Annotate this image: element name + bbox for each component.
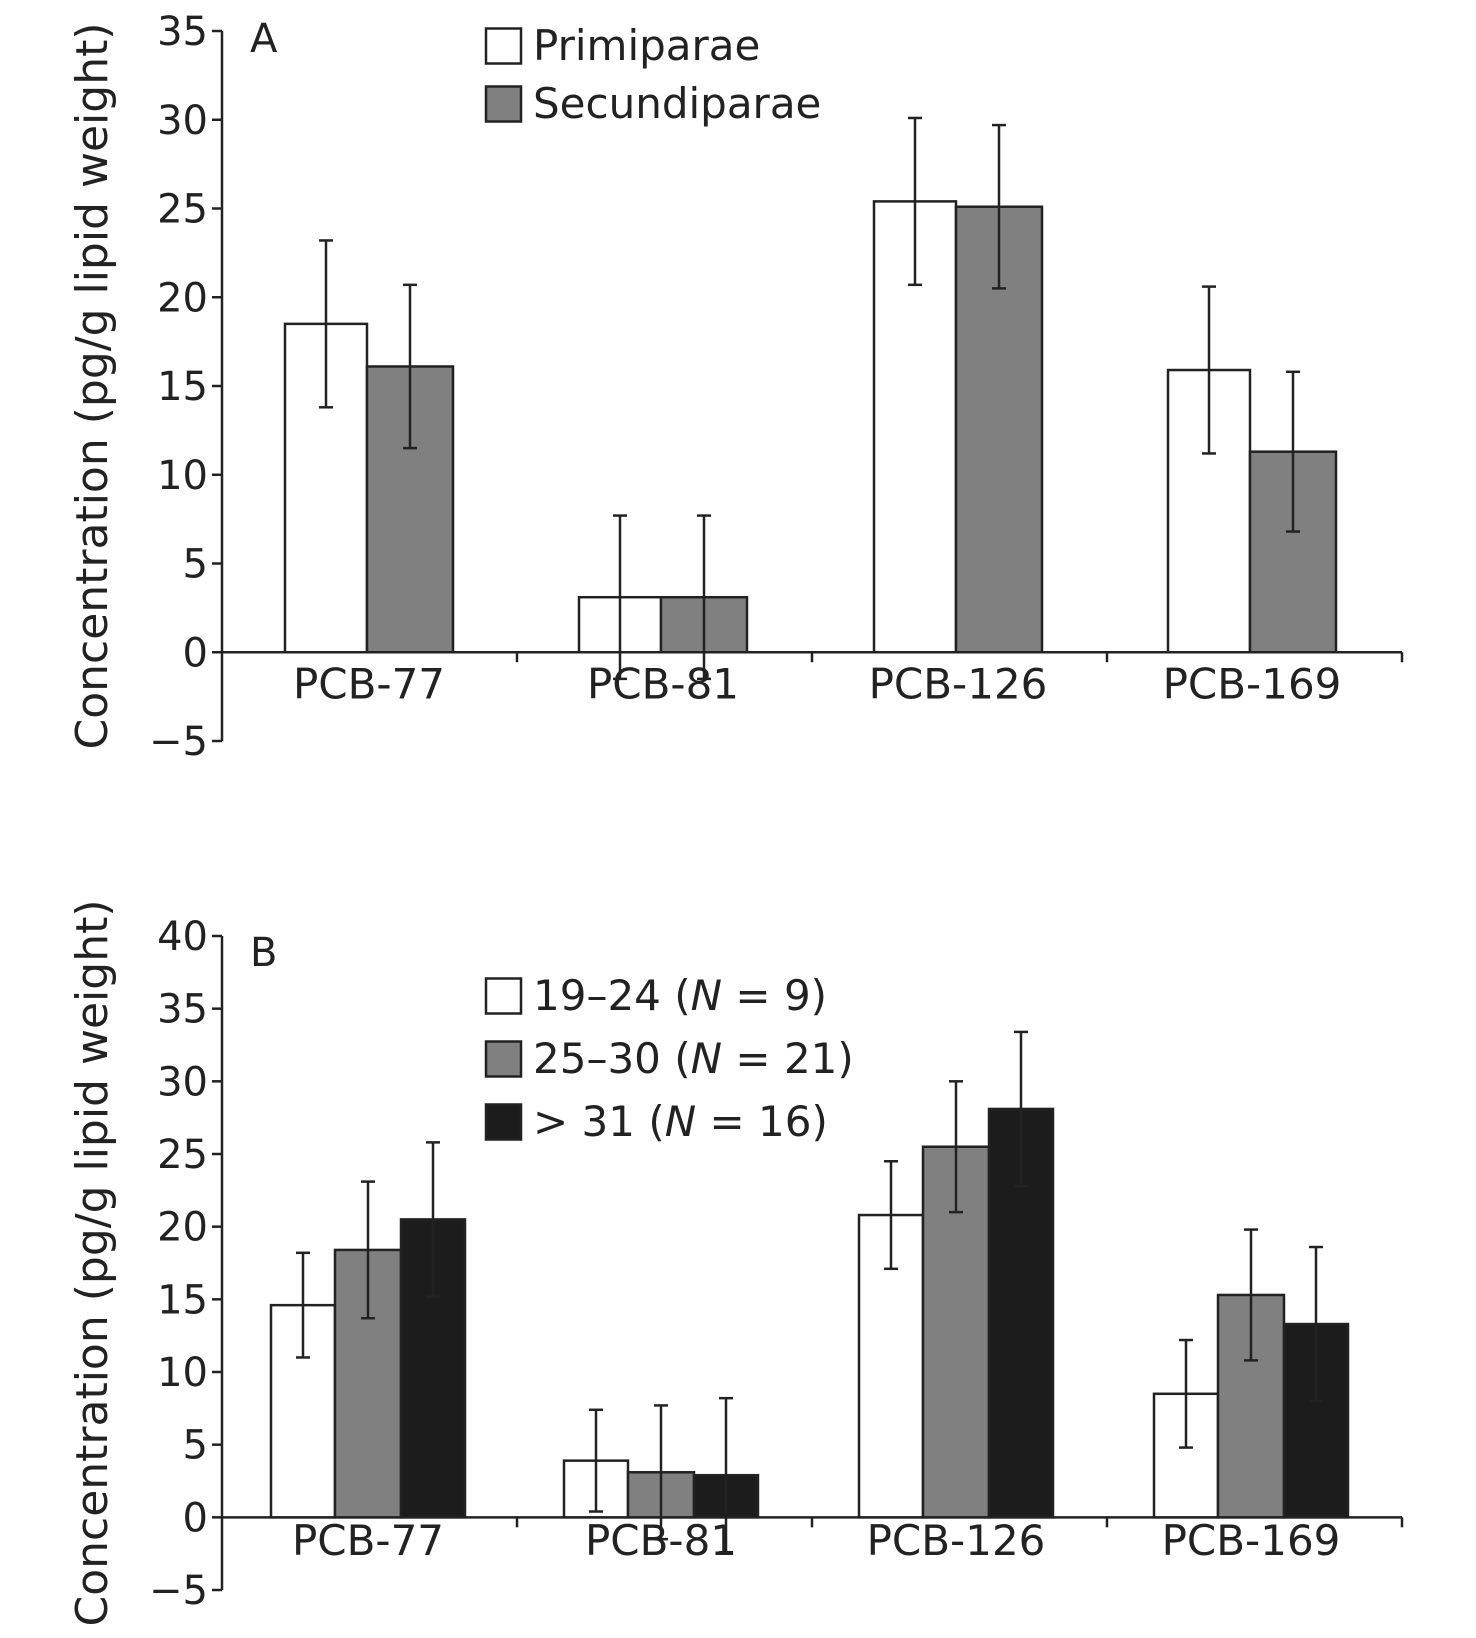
y-tick-label: 0	[183, 1495, 208, 1541]
legend-swatch	[484, 1040, 523, 1078]
x-tick-label: PCB-169	[1163, 659, 1342, 708]
y-tick-label: −5	[149, 719, 208, 765]
y-tick-label: 20	[157, 275, 208, 321]
legend-swatch	[484, 977, 523, 1015]
y-tick-label: 40	[157, 914, 208, 960]
legend-entry: > 31 (N = 16)	[533, 1097, 828, 1146]
legend-swatch	[484, 1103, 523, 1141]
y-tick-label: 35	[157, 987, 208, 1033]
y-tick-label: 10	[157, 453, 208, 499]
y-tick-label: 30	[157, 1059, 208, 1105]
y-tick-label: 20	[157, 1205, 208, 1251]
y-tick-label: 15	[157, 364, 208, 410]
y-tick-label: 30	[157, 98, 208, 144]
x-tick-label: PCB-126	[867, 1516, 1046, 1565]
legend-entry: Secundiparae	[533, 79, 821, 128]
x-tick-label: PCB-81	[587, 659, 739, 708]
panel-label: B	[250, 930, 277, 976]
y-tick-label: 5	[183, 542, 208, 588]
y-axis-label: Concentration (pg/g lipid weight)	[67, 22, 118, 749]
y-axis-label: Concentration (pg/g lipid weight)	[67, 899, 118, 1626]
panel-a: −5 0 5 10 15 20 25 30 35 PCB-77 PCB-81 PCB-126 PCB-1…	[67, 9, 1404, 765]
legend-entry: 19–24 (N = 9)	[533, 971, 827, 1020]
x-tick-label: PCB-81	[585, 1516, 737, 1565]
legend-swatch	[484, 27, 523, 65]
panel-label: A	[250, 16, 278, 62]
y-tick-label: 25	[157, 1132, 208, 1178]
y-tick-label: 10	[157, 1350, 208, 1396]
x-tick-label: PCB-77	[292, 1516, 444, 1565]
x-tick-label: PCB-169	[1162, 1516, 1341, 1565]
legend-entry: Primiparae	[533, 21, 760, 70]
legend-entry: 25–30 (N = 21)	[533, 1034, 854, 1083]
legend-swatch	[484, 85, 523, 123]
x-tick-label: PCB-126	[869, 659, 1048, 708]
bar	[399, 1218, 467, 1519]
y-tick-label: 15	[157, 1277, 208, 1323]
y-tick-label: 25	[157, 187, 208, 233]
panel-b: −5 0 5 10 15 20 25 30 35 40 PCB-77 PCB-81 PCB-126 PCB…	[67, 899, 1404, 1627]
y-tick-label: 0	[183, 630, 208, 676]
y-tick-label: 5	[183, 1423, 208, 1469]
x-tick-label: PCB-77	[293, 659, 445, 708]
y-tick-label: 35	[157, 9, 208, 55]
y-tick-label: −5	[149, 1568, 208, 1614]
